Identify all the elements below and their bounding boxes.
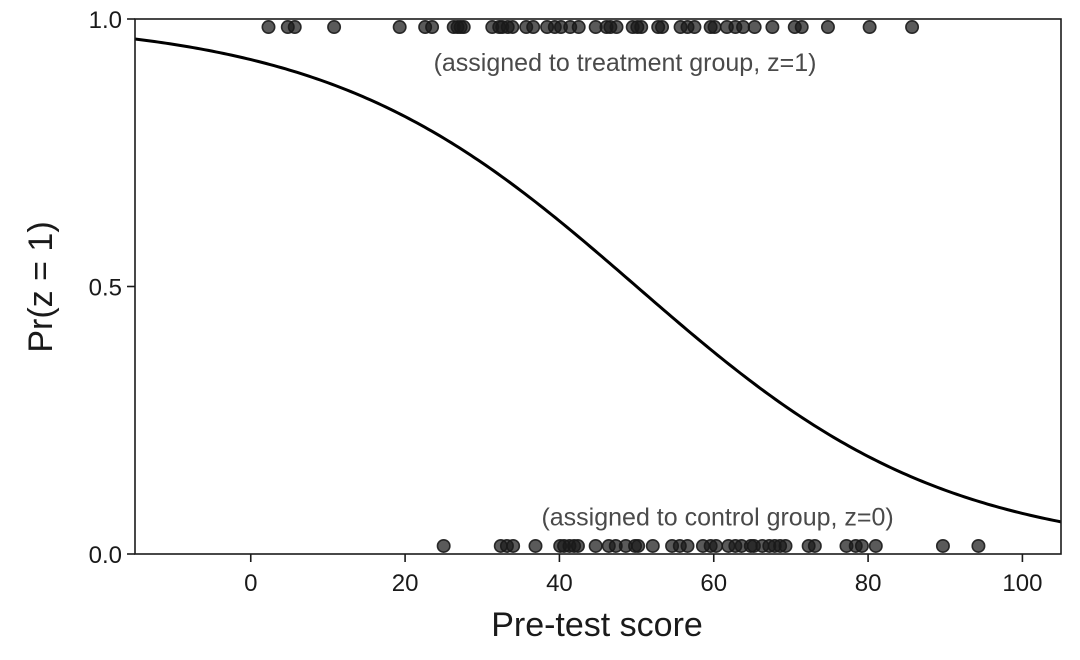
control-point [631, 538, 646, 553]
control-point [570, 538, 585, 553]
treatment-point [794, 20, 809, 35]
treatment-point [392, 20, 407, 35]
control-point [436, 538, 451, 553]
curve-layer [134, 37, 1062, 524]
treatment-point [736, 20, 751, 35]
treatment-point [456, 20, 471, 35]
axes-layer: 0 20 40 60 80 100 0.0 0.5 1.0 [89, 7, 1062, 597]
points-layer [261, 20, 986, 553]
x-tick-label: 20 [392, 570, 419, 597]
x-tick-label: 60 [700, 570, 727, 597]
control-point [807, 538, 822, 553]
control-point [680, 538, 695, 553]
treatment-point [287, 20, 302, 35]
annotation-layer: (assigned to treatment group, z=1) (assig… [434, 49, 894, 532]
y-tick-label: 0.0 [89, 542, 122, 569]
treatment-point [820, 20, 835, 35]
treatment-point [571, 20, 586, 35]
treatment-point [609, 20, 624, 35]
y-axis-title: Pr(z = 1) [22, 221, 60, 352]
treatment-point [747, 20, 762, 35]
x-tick-label: 40 [546, 570, 573, 597]
treatment-point [261, 20, 276, 35]
x-tick-label: 100 [1002, 570, 1042, 597]
treatment-point [707, 20, 722, 35]
treatment-group-annotation: (assigned to treatment group, z=1) [434, 49, 817, 77]
control-group-annotation: (assigned to control group, z=0) [541, 504, 893, 532]
treatment-point [655, 20, 670, 35]
control-point [935, 538, 950, 553]
control-point [971, 538, 986, 553]
treatment-point [526, 20, 541, 35]
treatment-point [862, 20, 877, 35]
logistic-curve [134, 37, 1062, 524]
treatment-point [905, 20, 920, 35]
x-axis-title: Pre-test score [491, 606, 703, 644]
control-point [854, 538, 869, 553]
y-tick-label: 1.0 [89, 7, 122, 34]
control-point [588, 538, 603, 553]
control-point [645, 538, 660, 553]
x-tick-label: 0 [244, 570, 257, 597]
y-tick-label: 0.5 [89, 275, 122, 302]
treatment-point [505, 20, 520, 35]
treatment-point [765, 20, 780, 35]
treatment-point [425, 20, 440, 35]
treatment-point [327, 20, 342, 35]
plot-frame [134, 18, 1062, 555]
control-point [528, 538, 543, 553]
treatment-point [687, 20, 702, 35]
control-point [778, 538, 793, 553]
control-point [506, 538, 521, 553]
treatment-point [634, 20, 649, 35]
x-tick-label: 80 [855, 570, 882, 597]
control-point [709, 538, 724, 553]
control-point [868, 538, 883, 553]
